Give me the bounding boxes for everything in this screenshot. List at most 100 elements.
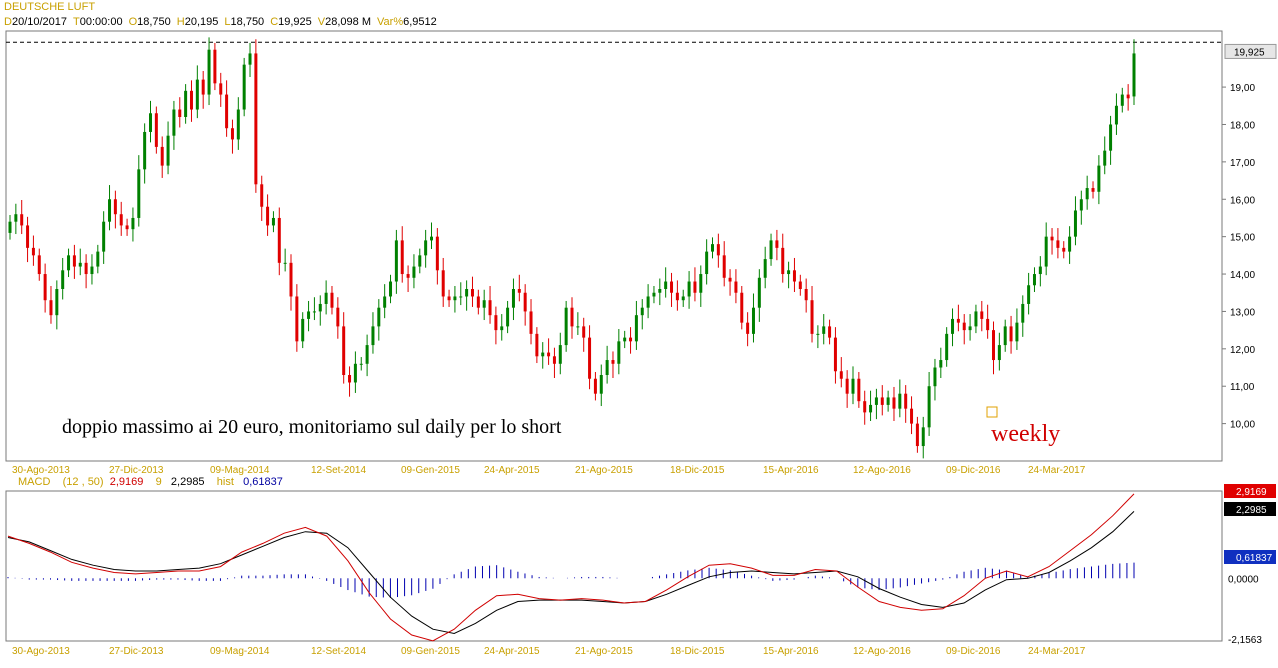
price-xtick-label: 24-Apr-2015	[484, 465, 540, 476]
macd-xtick-label: 09-Dic-2016	[946, 646, 1001, 657]
price-xtick-label: 09-Dic-2016	[946, 465, 1001, 476]
candle-body	[488, 300, 492, 316]
candle-body	[131, 217, 135, 230]
ohlc-value-4: 18,750	[230, 16, 265, 28]
candle-body	[37, 255, 41, 275]
candle-body	[389, 281, 393, 297]
candle-body	[910, 408, 914, 424]
price-xtick-label: 09-Gen-2015	[401, 465, 460, 476]
candle-body	[547, 352, 551, 357]
candle-body	[1038, 266, 1042, 275]
candle-body	[72, 255, 76, 267]
macd-panel-frame	[5, 490, 1223, 642]
candle-body	[213, 49, 217, 84]
candle-body	[675, 292, 679, 301]
candle-body	[260, 184, 264, 207]
candle-body	[974, 311, 978, 327]
candle-body	[1003, 326, 1007, 346]
ohlc-key-6: V	[317, 16, 326, 28]
candle-body	[629, 337, 633, 342]
candle-body	[1097, 165, 1101, 192]
labels-layer: 10,00 11,00 12,00 13,00 14,00 15,00 16,00 17,00…	[12, 43, 1277, 657]
candle-body	[201, 79, 205, 95]
candle-body	[1079, 199, 1083, 211]
candle-body	[728, 277, 732, 282]
macd-last-label: 2,9169	[1236, 487, 1267, 498]
candle-body	[43, 274, 47, 301]
macd-xtick-label: 12-Set-2014	[311, 646, 366, 657]
candle-body	[236, 109, 240, 140]
candle-body	[230, 128, 234, 140]
candle-body	[681, 296, 685, 301]
signal-last-label: 2,2985	[1236, 505, 1267, 516]
ohlc-value-7: 6,9512	[403, 16, 437, 28]
macd-lines-layer	[7, 493, 1135, 642]
macd-xtick-label: 12-Ago-2016	[853, 646, 911, 657]
candle-body	[430, 236, 433, 241]
candle-body	[822, 326, 826, 334]
price-xtick-label: 09-Mag-2014	[210, 465, 270, 476]
candles-layer	[8, 37, 1136, 459]
candle-body	[904, 393, 908, 409]
signal-line	[7, 511, 1135, 635]
candle-body	[1044, 236, 1048, 267]
candle-body	[956, 318, 960, 323]
candle-body	[1015, 322, 1019, 342]
candle-body	[927, 386, 931, 428]
price-xtick-label: 18-Dic-2015	[670, 465, 725, 476]
candle-body	[348, 375, 352, 383]
candle-body	[997, 345, 1001, 361]
candle-body	[652, 292, 656, 297]
candle-body	[266, 206, 270, 226]
candle-body	[248, 53, 252, 65]
candle-body	[740, 292, 744, 323]
candle-body	[1050, 236, 1054, 241]
candle-body	[301, 318, 305, 342]
candle-body	[898, 393, 902, 409]
weekly-marker-icon	[986, 406, 998, 418]
candle-body	[869, 404, 873, 413]
candle-body	[383, 296, 387, 308]
candle-body	[757, 277, 761, 308]
price-ytick-label: 18,00	[1230, 120, 1255, 131]
candle-body	[1021, 303, 1025, 323]
candle-body	[558, 345, 562, 364]
candle-body	[1027, 285, 1031, 304]
candle-body	[225, 94, 229, 129]
price-xtick-label: 12-Ago-2016	[853, 465, 911, 476]
candle-body	[716, 244, 720, 256]
candle-body	[324, 292, 328, 304]
candle-body	[582, 326, 586, 338]
candle-body	[84, 262, 88, 275]
candle-body	[277, 217, 281, 263]
candle-body	[664, 281, 668, 289]
price-panel-frame	[5, 30, 1223, 462]
candle-body	[8, 221, 12, 233]
price-xtick-label: 12-Set-2014	[311, 465, 366, 476]
macd-header: MACD (12 , 50) 2,9169 9 2,2985 hist 0,61…	[18, 476, 283, 488]
price-ytick-label: 13,00	[1230, 307, 1255, 318]
candle-body	[459, 296, 463, 298]
candle-body	[108, 199, 112, 222]
candle-body	[318, 303, 322, 312]
candle-body	[353, 363, 357, 383]
candle-body	[921, 427, 925, 447]
candle-body	[1103, 150, 1107, 166]
candle-body	[137, 169, 141, 218]
ohlc-key-4: L	[224, 16, 231, 28]
candle-body	[535, 333, 539, 357]
ohlc-key-5: C	[270, 16, 279, 28]
macd-line	[7, 493, 1135, 642]
ohlc-value-5: 19,925	[278, 16, 312, 28]
ohlc-key-7: Var%	[377, 16, 404, 28]
candle-body	[769, 240, 773, 260]
price-ytick-label: 14,00	[1230, 270, 1255, 281]
candle-body	[517, 289, 521, 293]
ohlc-value-6: 28,098 M	[325, 16, 372, 28]
candle-body	[874, 397, 878, 405]
ohlc-value-3: 20,195	[184, 16, 219, 28]
candle-body	[371, 326, 375, 346]
price-ytick-label: 16,00	[1230, 195, 1255, 206]
candle-body	[482, 300, 486, 308]
hist-label: hist	[216, 476, 234, 488]
